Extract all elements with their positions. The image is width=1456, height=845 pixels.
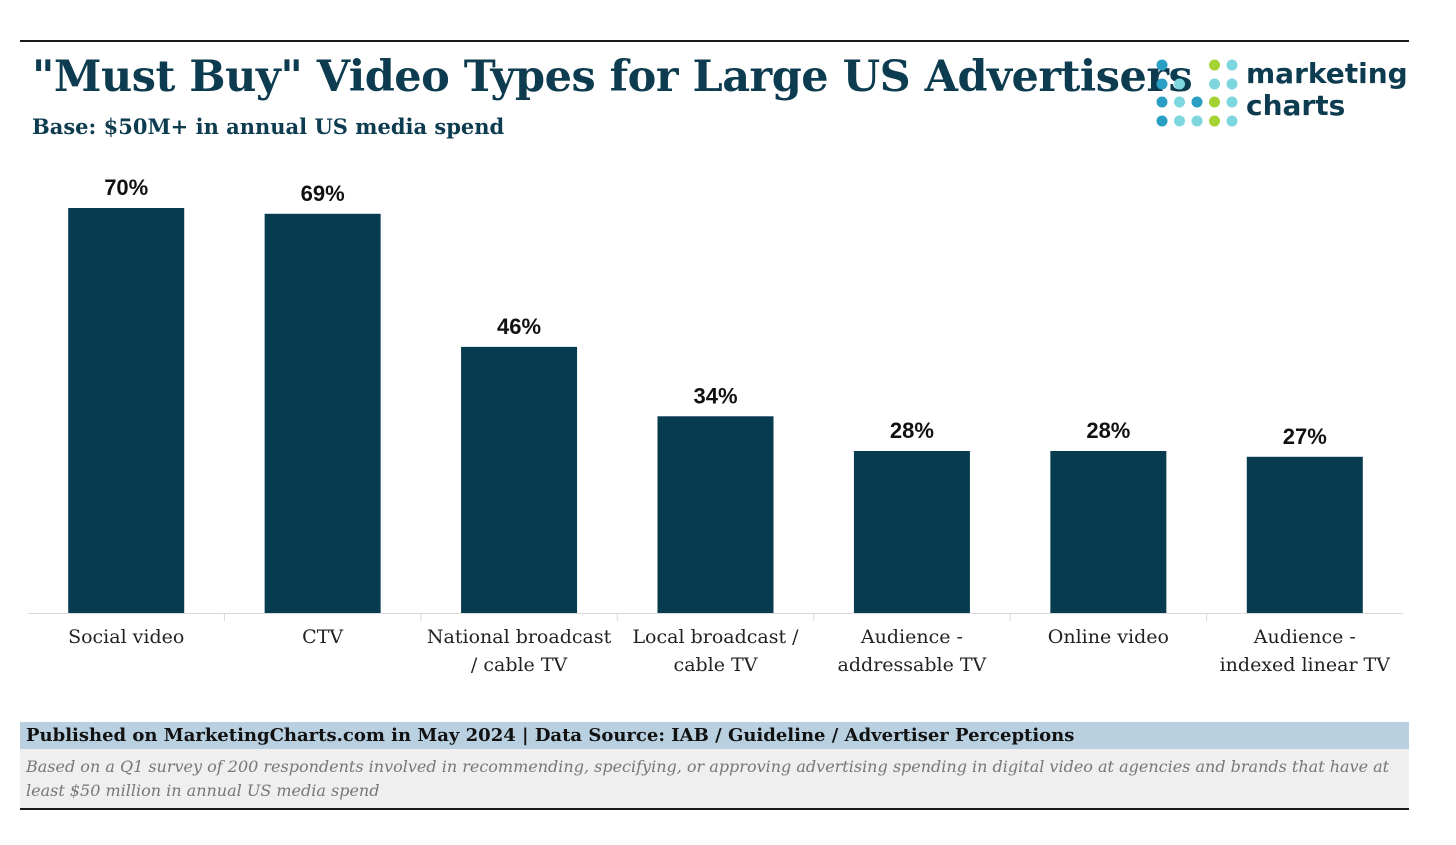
- logo-dot: [1191, 96, 1203, 108]
- x-tick-label: Online video: [1048, 626, 1169, 648]
- footer-band: [20, 722, 1409, 749]
- data-label: 34%: [693, 383, 737, 408]
- bar: [1050, 451, 1167, 613]
- logo-dot: [1226, 96, 1238, 108]
- x-tick-label: CTV: [302, 626, 343, 648]
- x-tick-label: National broadcast: [427, 626, 612, 648]
- data-label: 28%: [1086, 418, 1130, 443]
- logo-dot: [1174, 115, 1185, 127]
- logo-dot: [1156, 115, 1168, 127]
- logo-dot: [1209, 59, 1220, 71]
- x-tick-label: cable TV: [674, 654, 758, 676]
- chart-title: "Must Buy" Video Types for Large US Adve…: [32, 52, 1193, 102]
- logo-dot: [1226, 115, 1238, 127]
- footer-source: Published on MarketingCharts.com in May …: [26, 725, 1075, 746]
- logo-dot: [1156, 96, 1168, 108]
- logo-dot: [1226, 78, 1238, 90]
- data-label: 28%: [890, 418, 934, 443]
- logo-dot: [1209, 78, 1220, 90]
- data-label: 69%: [301, 181, 345, 206]
- bar: [264, 213, 381, 614]
- data-label: 70%: [104, 175, 148, 200]
- footer-note: Based on a Q1 survey of 200 respondents …: [26, 757, 1390, 800]
- x-tick-label: addressable TV: [838, 654, 987, 676]
- logo-dot: [1156, 59, 1168, 71]
- logo-dot: [1174, 96, 1185, 108]
- bar: [853, 451, 970, 613]
- bottom-rule: [20, 808, 1409, 810]
- data-label: 46%: [497, 314, 541, 339]
- data-label: 27%: [1283, 424, 1327, 449]
- bar: [1246, 456, 1363, 613]
- logo-dot: [1209, 96, 1220, 108]
- marketingcharts-logo-icon: [1156, 59, 1238, 127]
- bar: [68, 208, 185, 613]
- bar: [461, 346, 578, 613]
- logo-dot: [1156, 78, 1168, 90]
- logo-dot: [1209, 115, 1220, 127]
- x-tick-label: Social video: [68, 626, 184, 648]
- logo-dot: [1174, 78, 1185, 90]
- note-band: [20, 749, 1409, 808]
- logo-line-2: charts: [1246, 89, 1346, 122]
- logo-wordmark: marketing charts: [1246, 58, 1408, 122]
- x-tick-label: indexed linear TV: [1220, 654, 1391, 676]
- logo-line-1: marketing: [1246, 57, 1408, 90]
- logo-dot: [1191, 115, 1203, 127]
- chart-subtitle: Base: $50M+ in annual US media spend: [32, 114, 505, 139]
- top-rule: [20, 40, 1409, 42]
- bar: [657, 416, 774, 613]
- logo-dot: [1226, 59, 1238, 71]
- x-tick-label: Audience -: [1253, 626, 1356, 648]
- x-tick-label: Local broadcast /: [632, 626, 799, 648]
- x-tick-label: / cable TV: [471, 654, 568, 676]
- bar-chart: 70% Social video 69% CTV 46% National broadca…: [28, 175, 1403, 676]
- x-tick-label: Audience -: [860, 626, 963, 648]
